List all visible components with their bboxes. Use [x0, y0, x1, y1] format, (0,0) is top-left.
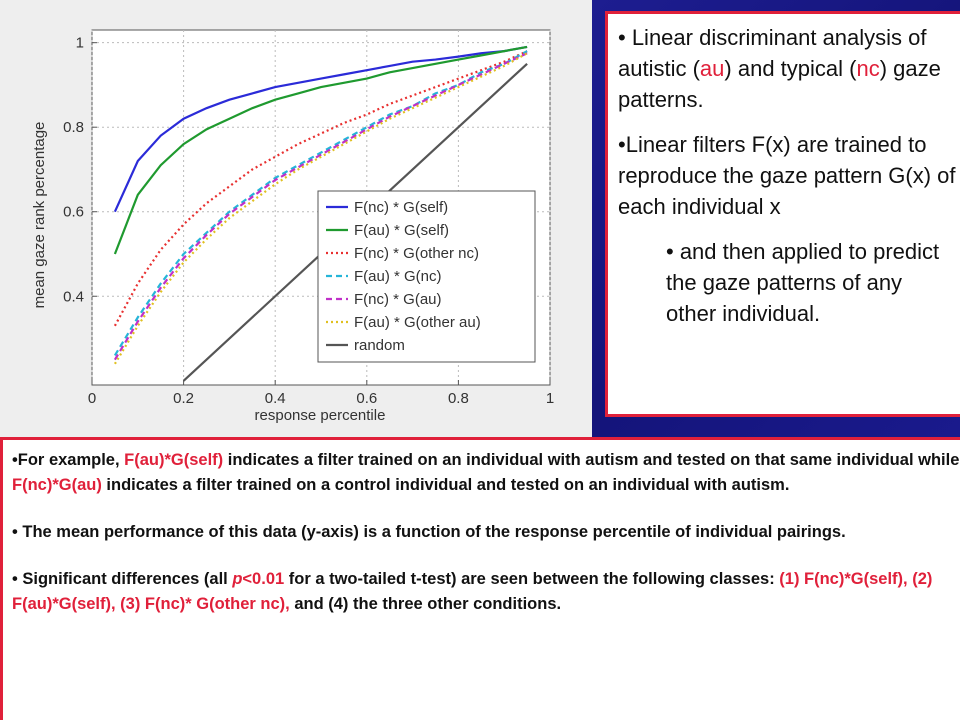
- series-line: [113, 50, 528, 356]
- side-text-box: • Linear discriminant analysis of autist…: [605, 11, 960, 417]
- y-tick-label: 0.8: [63, 119, 84, 136]
- y-tick-label: 1: [76, 35, 84, 52]
- text-run: • and then applied to predict the gaze p…: [666, 239, 940, 326]
- text-run: •Linear filters F(x) are trained to repr…: [618, 132, 956, 219]
- y-axis-label: mean gaze rank percentage: [31, 122, 48, 309]
- text-run: F(nc)*G(au): [12, 476, 102, 494]
- text-run: for a two-tailed t-test) are seen betwee…: [284, 570, 780, 588]
- text-run: (1) F(nc)*G(self), (2) F(au)*G(self), (3…: [12, 570, 933, 613]
- text-run: • The mean performance of this data (y-a…: [12, 523, 846, 541]
- legend-label: random: [354, 337, 405, 354]
- legend-label: F(nc) * G(self): [354, 199, 448, 216]
- text-run: • Significant differences (all: [12, 570, 233, 588]
- legend-label: F(au) * G(self): [354, 222, 449, 239]
- chart: response percentile mean gaze rank perce…: [31, 29, 554, 424]
- text-run: •For example,: [12, 451, 125, 469]
- text-run: nc: [856, 56, 880, 81]
- text-run: ) gaze patterns.: [618, 56, 941, 112]
- legend-label: F(au) * G(other au): [354, 314, 481, 331]
- text-run: indicates a filter trained on a control …: [101, 476, 790, 494]
- x-tick-label: 0.8: [448, 390, 469, 407]
- text-run: au: [699, 56, 725, 81]
- bullet: •Linear filters F(x) are trained to repr…: [618, 129, 958, 222]
- bullet: • and then applied to predict the gaze p…: [666, 236, 958, 329]
- x-axis-label: response percentile: [255, 407, 386, 424]
- x-tick-label: 0.2: [173, 390, 194, 407]
- y-tick-label: 0.6: [63, 204, 84, 221]
- series-line: [113, 50, 528, 327]
- text-run: and (4) the three other conditions.: [289, 595, 562, 613]
- text-run: F(au)*G(self): [124, 451, 224, 469]
- legend-label: F(nc) * G(au): [354, 291, 442, 308]
- x-tick-label: 1: [546, 390, 554, 407]
- legend-label: F(nc) * G(other nc): [354, 245, 479, 262]
- legend-label: F(au) * G(nc): [354, 268, 442, 285]
- series-line: [113, 52, 528, 365]
- text-run: • Linear discriminant analysis of autist…: [618, 25, 927, 81]
- text-run: p: [232, 570, 243, 588]
- x-tick-label: 0.6: [356, 390, 377, 407]
- figure: response percentile mean gaze rank perce…: [0, 0, 592, 437]
- bottom-text-box: •For example, F(au)*G(self) indicates a …: [0, 437, 960, 720]
- series-line: [113, 45, 528, 255]
- x-tick-label: 0.4: [265, 390, 286, 407]
- y-tick-label: 0.4: [63, 288, 84, 305]
- bullet: • Significant differences (all p<0.01 fo…: [12, 567, 960, 617]
- bullet: • Linear discriminant analysis of autist…: [618, 22, 958, 115]
- legend-box: [317, 190, 536, 363]
- bullet: • The mean performance of this data (y-a…: [12, 520, 960, 545]
- x-tick-label: 0: [88, 390, 96, 407]
- text-run: ) and typical (: [724, 56, 857, 81]
- text-run: <0.01: [242, 570, 285, 588]
- series-line: [113, 45, 528, 213]
- series-line: [113, 52, 528, 361]
- bullet: •For example, F(au)*G(self) indicates a …: [12, 448, 960, 498]
- text-run: indicates a filter trained on an individ…: [223, 451, 960, 469]
